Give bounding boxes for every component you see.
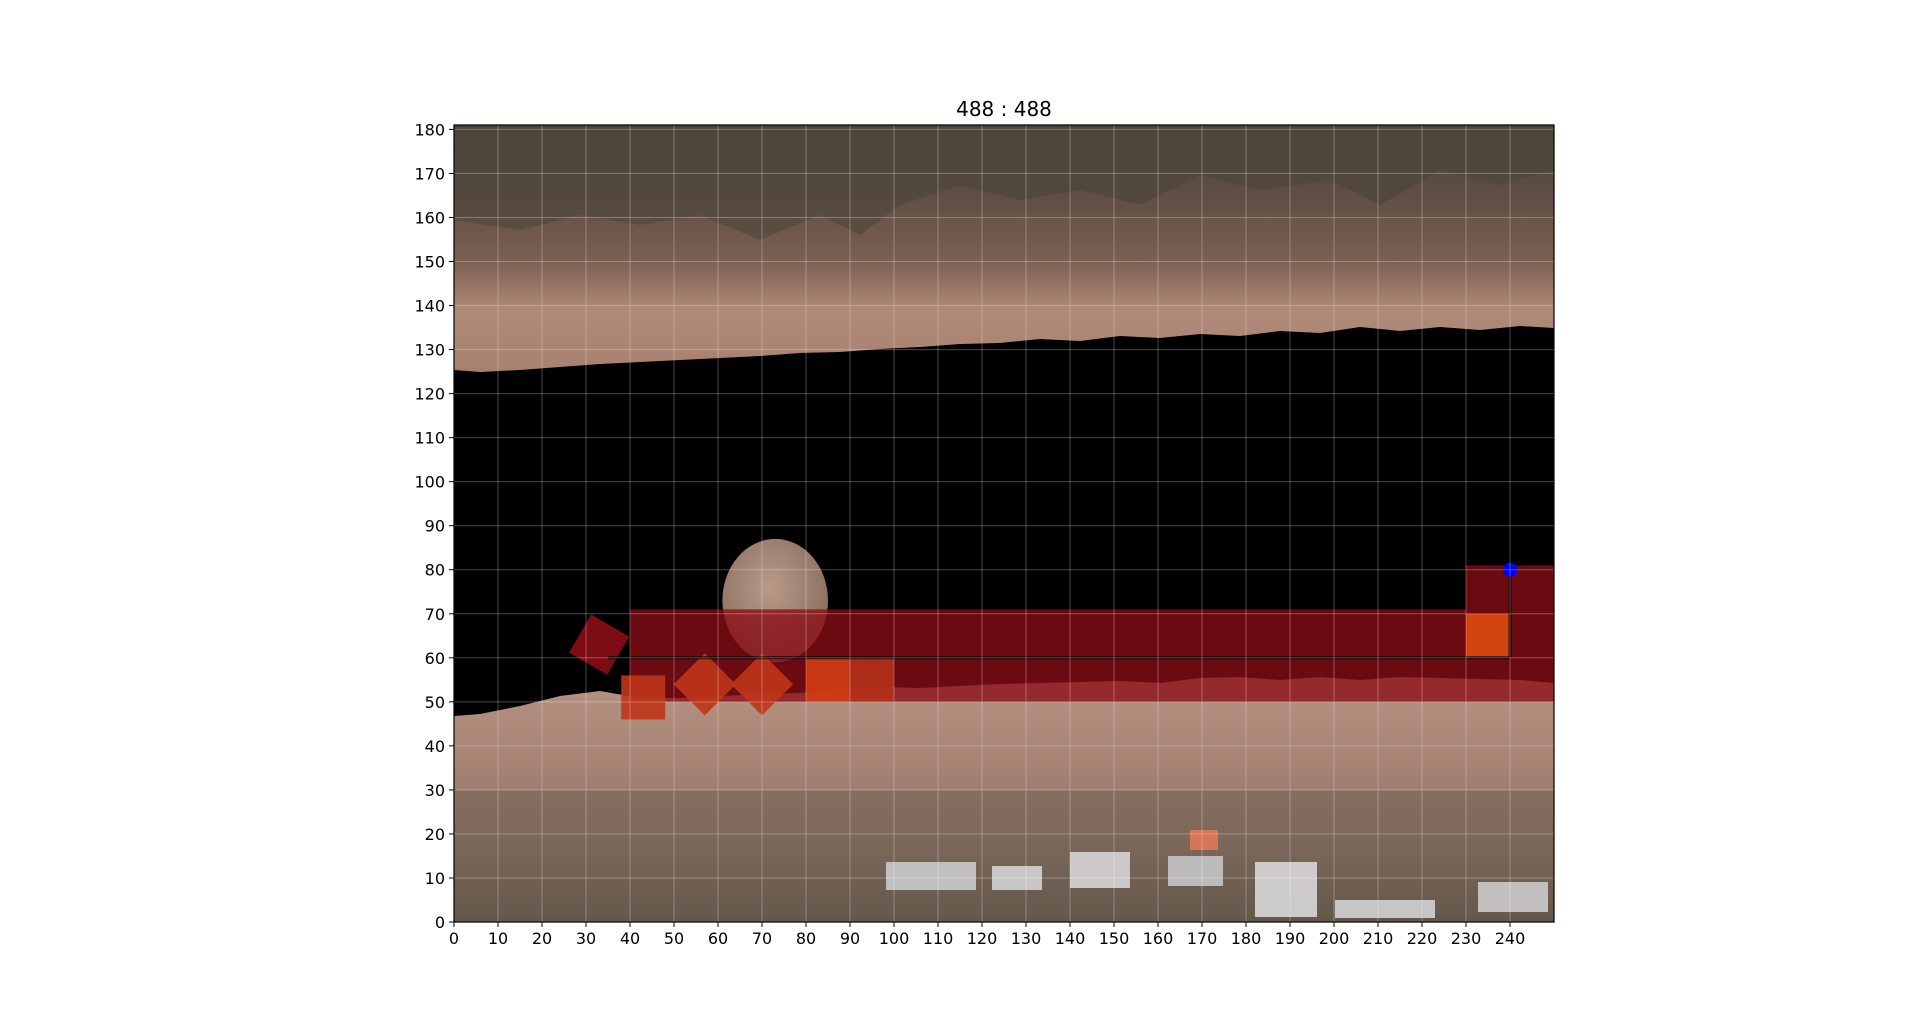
- x-tick-label: 220: [1407, 929, 1438, 948]
- x-tick-label: 0: [449, 929, 459, 948]
- y-tick-label: 60: [425, 649, 445, 668]
- grid-lines: [454, 125, 1554, 922]
- x-tick-label: 170: [1187, 929, 1218, 948]
- y-tick-label: 110: [414, 429, 445, 448]
- path-cell: [569, 614, 630, 675]
- x-tick-label: 230: [1451, 929, 1482, 948]
- debris-7: [1335, 900, 1435, 918]
- x-tick-label: 10: [488, 929, 508, 948]
- x-tick-label: 180: [1231, 929, 1262, 948]
- debris-5: [1190, 830, 1218, 850]
- path-cell: [621, 675, 666, 720]
- x-tick-label: 90: [840, 929, 860, 948]
- x-tick-label: 60: [708, 929, 728, 948]
- x-tick-label: 240: [1495, 929, 1526, 948]
- y-tick-label: 80: [425, 561, 445, 580]
- goal-marker: [1503, 562, 1517, 577]
- plot-area: [454, 125, 1554, 922]
- y-axis: 0 10 20 30 40 50 60 70 80 90 100 110 120 130 140 150 160…: [414, 120, 454, 932]
- bottom-sand-bank: [454, 677, 1554, 922]
- x-tick-label: 20: [532, 929, 552, 948]
- debris-4: [1168, 856, 1223, 886]
- path-overlay: [569, 562, 1554, 720]
- y-tick-label: 40: [425, 737, 445, 756]
- x-tick-label: 160: [1143, 929, 1174, 948]
- y-tick-label: 30: [425, 781, 445, 800]
- debris-8: [1478, 882, 1548, 912]
- y-tick-label: 120: [414, 385, 445, 404]
- path-cell: [1466, 613, 1510, 658]
- y-tick-label: 10: [425, 869, 445, 888]
- x-tick-label: 190: [1275, 929, 1306, 948]
- debris-1: [886, 862, 976, 890]
- x-tick-label: 80: [796, 929, 816, 948]
- x-tick-label: 210: [1363, 929, 1394, 948]
- x-axis: 0 10 20 30 40 50 60 70 80 90 100 110 120 130 140 150 160…: [449, 922, 1525, 948]
- y-tick-label: 70: [425, 605, 445, 624]
- x-tick-label: 40: [620, 929, 640, 948]
- y-tick-label: 160: [414, 208, 445, 227]
- x-tick-label: 100: [879, 929, 910, 948]
- y-tick-label: 180: [414, 120, 445, 139]
- x-tick-label: 70: [752, 929, 772, 948]
- path-cell: [730, 653, 794, 716]
- top-sand-dark-strip: [454, 125, 1554, 240]
- x-tick-label: 140: [1055, 929, 1086, 948]
- x-tick-label: 110: [923, 929, 954, 948]
- x-tick-label: 130: [1011, 929, 1042, 948]
- chart-title: 488 : 488: [956, 97, 1052, 121]
- x-tick-label: 200: [1319, 929, 1350, 948]
- path-cell: [806, 657, 850, 702]
- debris-2: [992, 866, 1042, 890]
- y-tick-label: 150: [414, 253, 445, 272]
- debris-3: [1070, 852, 1130, 888]
- y-tick-label: 100: [414, 473, 445, 492]
- y-tick-label: 20: [425, 825, 445, 844]
- y-tick-label: 0: [435, 913, 445, 932]
- y-tick-label: 140: [414, 297, 445, 316]
- y-tick-label: 130: [414, 341, 445, 360]
- y-tick-label: 50: [425, 693, 445, 712]
- debris-6: [1255, 862, 1317, 917]
- x-tick-label: 150: [1099, 929, 1130, 948]
- path-cell: [673, 653, 736, 716]
- y-tick-label: 170: [414, 164, 445, 183]
- axes-frame: [453, 124, 1555, 923]
- y-tick-label: 90: [425, 517, 445, 536]
- path-cell: [850, 657, 894, 702]
- x-tick-label: 120: [967, 929, 998, 948]
- x-tick-label: 30: [576, 929, 596, 948]
- x-tick-label: 50: [664, 929, 684, 948]
